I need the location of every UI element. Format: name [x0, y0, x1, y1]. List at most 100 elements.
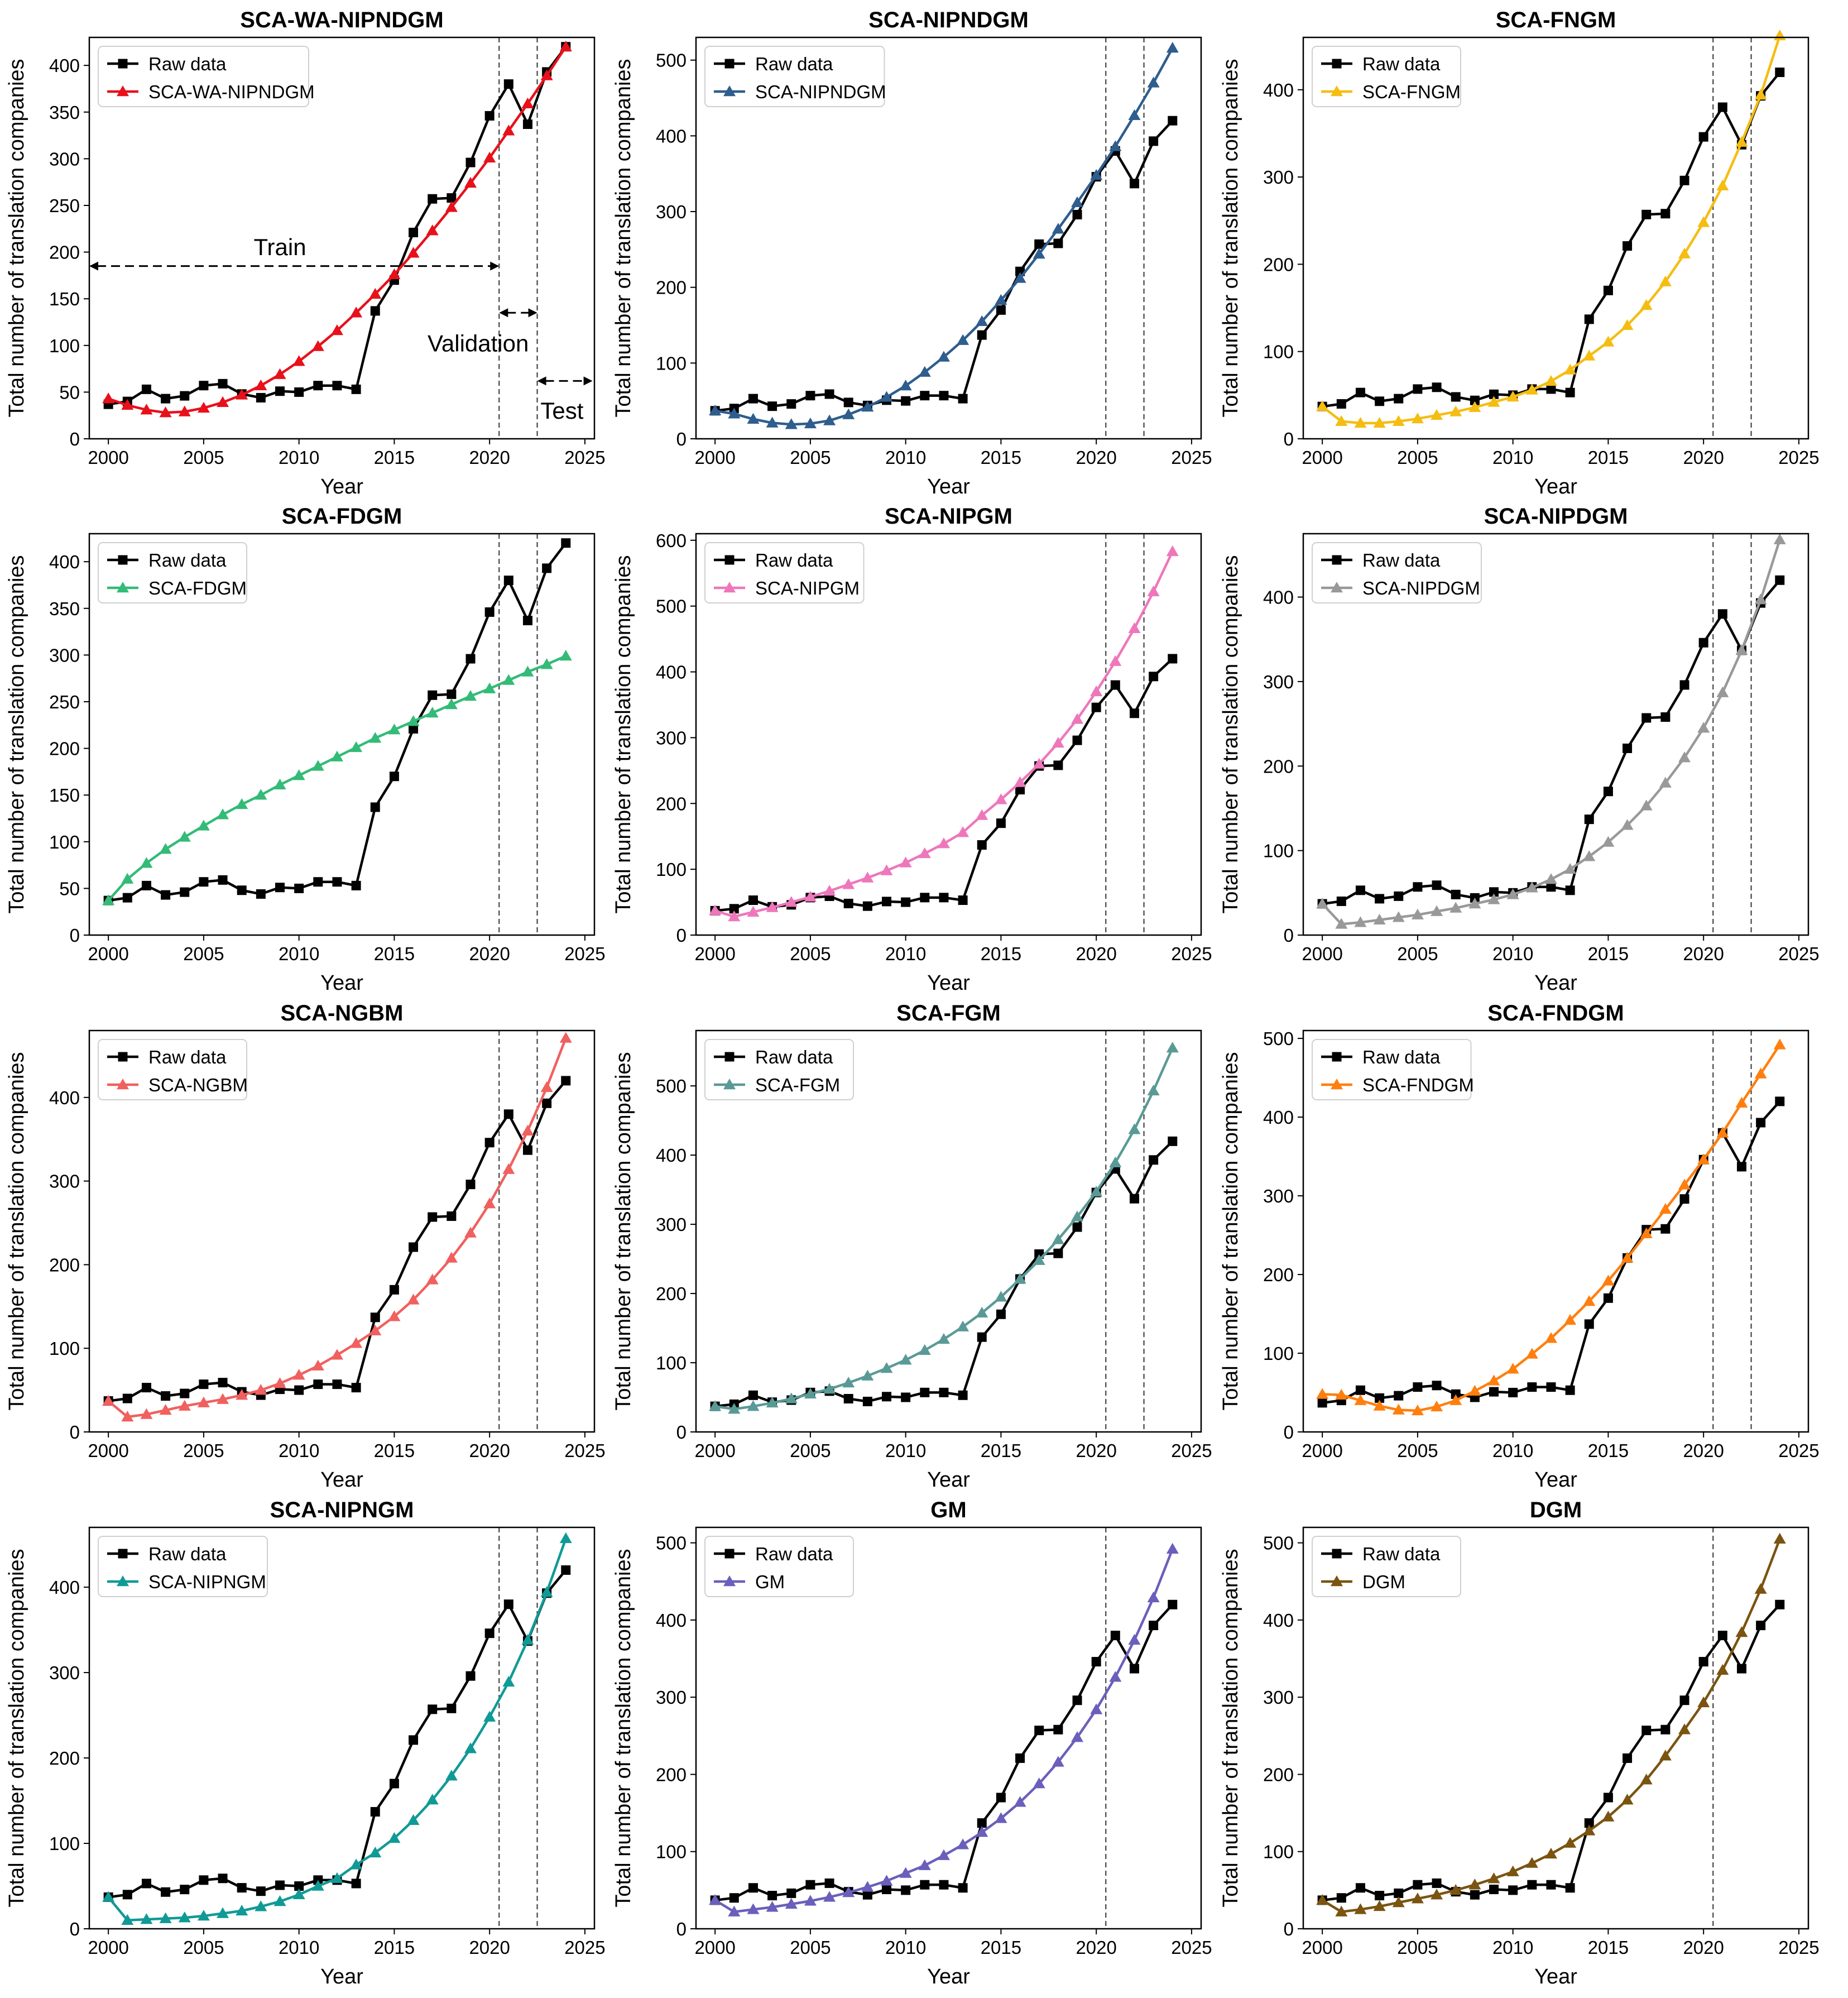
- raw-data-point: [161, 890, 171, 900]
- y-tick-label: 300: [656, 202, 687, 222]
- y-tick-label: 300: [656, 1214, 687, 1235]
- raw-data-point: [218, 875, 228, 885]
- x-tick-label: 2010: [885, 1440, 926, 1461]
- raw-data-point: [370, 802, 380, 812]
- x-tick-label: 2000: [1302, 1440, 1342, 1461]
- raw-data-point: [1698, 132, 1708, 142]
- legend-entry: SCA-FNGM: [1362, 82, 1461, 102]
- y-tick-label: 100: [49, 1833, 80, 1854]
- raw-data-point: [294, 387, 304, 397]
- y-tick-label: 200: [656, 793, 687, 814]
- x-tick-label: 2000: [694, 1937, 735, 1958]
- legend-marker: [724, 59, 735, 69]
- raw-data-point: [313, 877, 323, 887]
- raw-data-point: [958, 394, 968, 404]
- y-tick-label: 300: [1263, 672, 1294, 692]
- x-tick-label: 2005: [790, 447, 831, 468]
- y-tick-label: 0: [70, 1422, 80, 1443]
- model-data-point: [350, 741, 363, 753]
- raw-data-point: [351, 880, 361, 890]
- y-tick-label: 400: [49, 55, 80, 76]
- y-tick-label: 300: [1263, 167, 1294, 188]
- model-data-point: [976, 1826, 988, 1837]
- model-data-point: [1754, 593, 1767, 605]
- raw-data-point: [389, 1285, 399, 1295]
- model-data-point: [369, 288, 382, 299]
- model-data-point: [273, 778, 286, 790]
- model-data-point: [899, 1867, 912, 1878]
- raw-data-point: [447, 1211, 457, 1221]
- model-data-point: [1128, 1633, 1141, 1645]
- model-data-point: [1506, 888, 1519, 899]
- model-data-point: [1052, 1233, 1064, 1244]
- model-data-point: [273, 1377, 286, 1388]
- model-data-point: [995, 793, 1007, 804]
- model-data-point: [255, 789, 267, 800]
- raw-data-point: [332, 1379, 342, 1390]
- chart-title: SCA-FDGM: [282, 504, 402, 529]
- raw-data-point: [748, 895, 758, 905]
- model-data-point: [1166, 545, 1179, 557]
- model-data-point: [823, 1383, 836, 1394]
- raw-data-point: [1489, 1387, 1499, 1397]
- y-axis-label: Total number of translation companies: [5, 1052, 28, 1410]
- raw-data-point: [447, 1703, 457, 1713]
- model-data-point: [140, 857, 153, 868]
- model-data-point: [311, 760, 324, 771]
- chart-title: SCA-NIPNDGM: [868, 8, 1029, 32]
- y-tick-label: 0: [676, 1422, 687, 1443]
- model-data-point: [311, 1359, 324, 1371]
- model-data-point: [918, 366, 931, 377]
- model-data-point: [976, 1306, 988, 1318]
- x-tick-label: 2005: [183, 1937, 224, 1958]
- x-tick-label: 2015: [374, 1440, 415, 1461]
- y-tick-label: 350: [49, 598, 80, 619]
- model-data-point: [1354, 1394, 1367, 1405]
- y-tick-label: 0: [70, 1919, 80, 1939]
- y-tick-label: 400: [49, 1577, 80, 1598]
- y-tick-label: 100: [49, 832, 80, 852]
- model-data-point: [1564, 363, 1577, 375]
- raw-data-point: [1565, 387, 1575, 397]
- raw-data-point: [409, 1735, 419, 1745]
- model-data-point: [445, 201, 458, 212]
- chart-title: GM: [930, 1498, 966, 1522]
- raw-data-point: [1394, 891, 1404, 901]
- model-data-point: [521, 665, 534, 677]
- raw-data-point: [1129, 708, 1139, 718]
- model-data-point: [1735, 644, 1748, 655]
- raw-data-point: [901, 1392, 911, 1402]
- x-tick-label: 2025: [564, 1937, 605, 1958]
- model-data-point: [728, 1905, 741, 1916]
- model-data-point: [747, 1903, 760, 1914]
- model-data-point: [842, 408, 855, 419]
- x-tick-label: 2020: [469, 943, 510, 964]
- model-data-point: [1147, 76, 1160, 88]
- raw-data-point: [1053, 1248, 1063, 1258]
- model-data-point: [1506, 390, 1519, 402]
- x-tick-label: 2005: [183, 943, 224, 964]
- raw-data-point: [256, 889, 266, 899]
- model-data-point: [1525, 881, 1538, 893]
- raw-data-point: [428, 194, 438, 204]
- raw-data-point: [141, 1383, 151, 1393]
- raw-data-point: [1527, 1382, 1537, 1392]
- model-data-point: [1487, 1374, 1500, 1386]
- model-data-point: [178, 1400, 191, 1411]
- raw-data-point: [561, 538, 571, 548]
- annotation-train: Train: [253, 234, 306, 260]
- model-data-point: [1014, 1796, 1026, 1807]
- chart-panel-2: SCA-FNGM Year Total number of translation …: [1219, 8, 1820, 499]
- x-tick-label: 2005: [1397, 943, 1438, 964]
- raw-data-point: [484, 607, 495, 617]
- chart-panel-8: SCA-FNDGM Year Total number of translation…: [1219, 1001, 1820, 1492]
- y-tick-label: 100: [656, 353, 687, 373]
- x-tick-label: 2015: [374, 943, 415, 964]
- legend: Raw data SCA-WA-NIPNDGM: [98, 46, 315, 107]
- legend-marker: [724, 1549, 735, 1559]
- model-data-point: [140, 1408, 153, 1419]
- model-data-point: [1373, 1900, 1386, 1911]
- model-data-point: [1716, 1127, 1729, 1138]
- model-data-point: [1640, 299, 1653, 310]
